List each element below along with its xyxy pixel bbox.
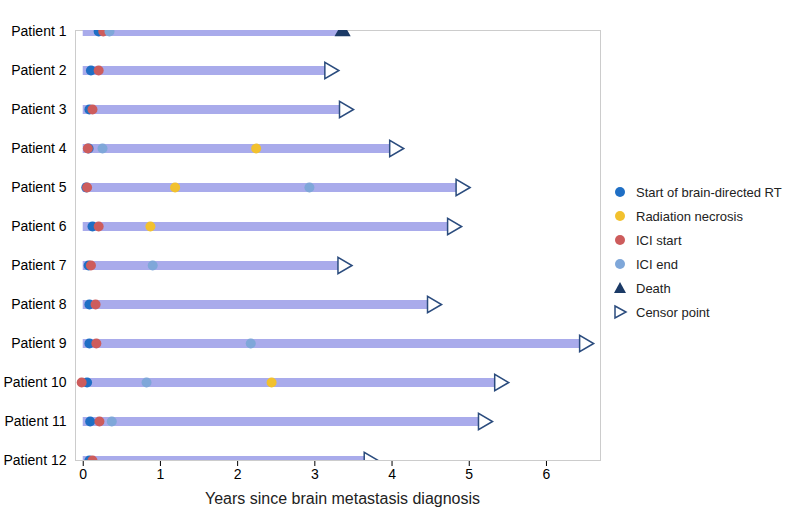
svg-text:Patient 6: Patient 6: [11, 218, 66, 234]
svg-text:Patient 3: Patient 3: [11, 101, 66, 117]
svg-text:6: 6: [543, 466, 551, 482]
html-text:Start of brain-directed RT: Start of brain-directed RT: [636, 184, 782, 200]
svg-text:Patient 7: Patient 7: [11, 257, 66, 273]
html-text:Years since brain metastasis d: Years since brain metastasis diagnosis: [204, 490, 480, 507]
svg-text:4: 4: [388, 466, 396, 482]
html-text:Censor point: Censor point: [636, 304, 710, 320]
svg-text:3: 3: [311, 466, 319, 482]
svg-text:Patient 2: Patient 2: [11, 62, 66, 78]
svg-text:5: 5: [465, 466, 473, 482]
html-text:ICI start: ICI start: [636, 232, 682, 248]
svg-text:Patient 12: Patient 12: [3, 452, 66, 468]
svg-text:Patient 5: Patient 5: [11, 179, 66, 195]
svg-text:Patient 4: Patient 4: [11, 140, 66, 156]
svg-text:Patient 8: Patient 8: [11, 296, 66, 312]
svg-text:Patient 1: Patient 1: [11, 23, 66, 39]
svg-text:0: 0: [79, 466, 87, 482]
html-text:Death: Death: [636, 280, 671, 296]
svg-text:Patient 10: Patient 10: [3, 374, 66, 390]
html-text:ICI end: ICI end: [636, 256, 678, 272]
svg-text:2: 2: [234, 466, 242, 482]
svg-text:Patient 11: Patient 11: [4, 413, 66, 429]
svg-text:1: 1: [157, 466, 165, 482]
svg-text:Patient 9: Patient 9: [11, 335, 66, 351]
html-text:Radiation necrosis: Radiation necrosis: [636, 208, 743, 224]
